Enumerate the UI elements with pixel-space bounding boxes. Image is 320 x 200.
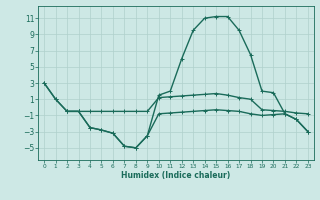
X-axis label: Humidex (Indice chaleur): Humidex (Indice chaleur) — [121, 171, 231, 180]
